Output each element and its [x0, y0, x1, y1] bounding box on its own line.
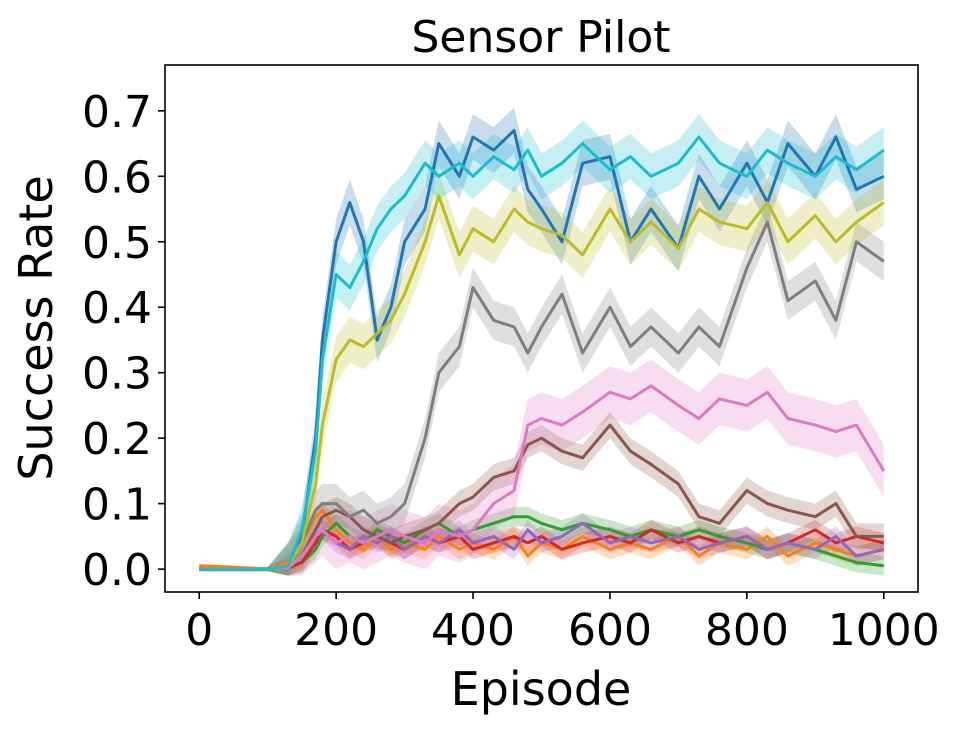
series-band-9 — [199, 173, 884, 576]
series-line-9 — [199, 194, 885, 571]
x-tick-label: 600 — [568, 605, 652, 656]
x-tick-label: 800 — [705, 605, 789, 656]
series-band-7 — [199, 359, 884, 576]
y-axis-ticks: 0.0 0.1 0.2 0.3 0.4 0.5 0.6 0.7 — [82, 87, 165, 596]
y-axis-label: Success Rate — [9, 175, 63, 480]
y-tick-label: 0.2 — [82, 414, 152, 465]
series-band-10 — [199, 114, 884, 576]
y-tick-label: 0.6 — [82, 152, 152, 203]
series-line-8 — [199, 220, 885, 571]
y-tick-label: 0.4 — [82, 283, 152, 334]
series-line-10 — [199, 135, 885, 571]
x-tick-label: 400 — [431, 605, 515, 656]
x-tick-label: 0 — [185, 605, 213, 656]
y-tick-label: 0.3 — [82, 349, 152, 400]
x-tick-label: 1000 — [828, 605, 940, 656]
chart-title: Sensor Pilot — [412, 12, 671, 63]
series-line-3 — [199, 515, 884, 571]
x-axis-label: Episode — [451, 662, 632, 716]
series-lines — [199, 129, 886, 571]
y-tick-label: 0.1 — [82, 480, 152, 531]
series-line-7 — [199, 384, 886, 571]
y-tick-label: 0.7 — [82, 87, 152, 138]
x-axis-ticks: 0 200 400 600 800 1000 — [185, 592, 940, 656]
y-tick-label: 0.0 — [82, 545, 152, 596]
series-band-1 — [199, 107, 884, 576]
axes-frame — [164, 64, 919, 593]
series-line-6 — [199, 423, 884, 571]
x-tick-label: 200 — [294, 605, 378, 656]
y-tick-label: 0.5 — [82, 218, 152, 269]
